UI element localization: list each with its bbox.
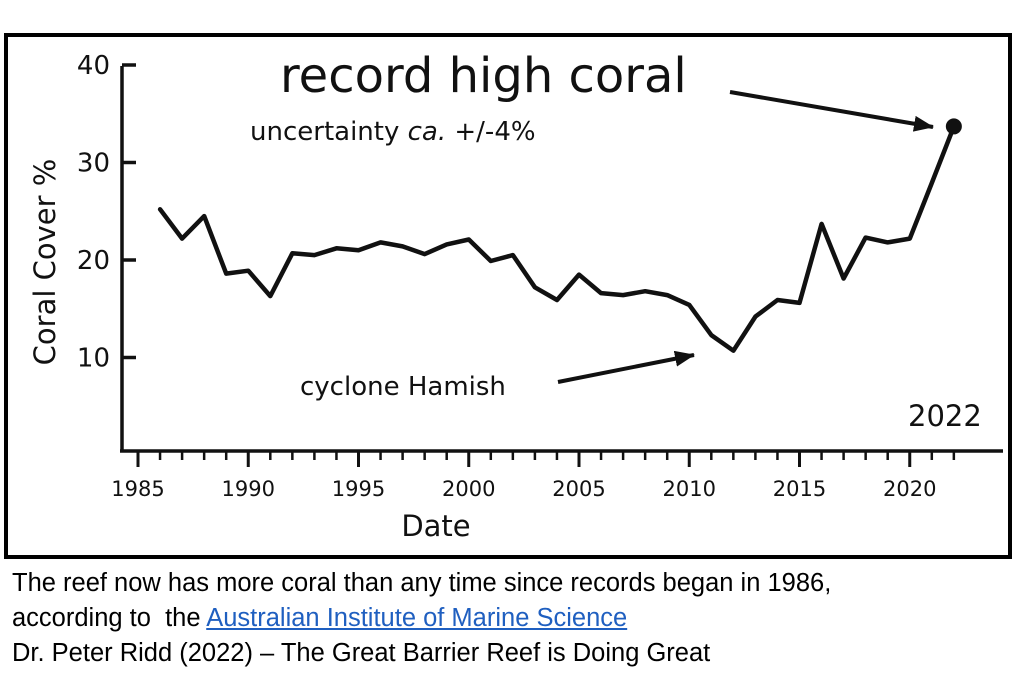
caption: The reef now has more coral than any tim… (12, 566, 1012, 671)
x-tick-label: 2020 (883, 477, 936, 501)
caption-line-2: according to the Australian Institute of… (12, 601, 1012, 636)
y-tick-label: 10 (77, 344, 110, 374)
y-tick-label: 40 (77, 51, 110, 81)
coral-cover-chart: 1985 1990 1995 2000 2005 2010 2015 2020 10 20 30 40… (28, 48, 1003, 543)
x-tick-label: 2000 (442, 477, 495, 501)
x-tick-label: 2015 (773, 477, 826, 501)
coral-cover-line (157, 124, 957, 353)
x-axis-title: Date (401, 509, 470, 543)
caption-line-3: Dr. Peter Ridd (2022) – The Great Barrie… (12, 639, 711, 667)
axis-tick-labels: 1985 1990 1995 2000 2005 2010 2015 2020 10 20 30 40 (77, 51, 937, 501)
annotation-year: 2022 (908, 399, 982, 433)
uncertainty-italic: ca. (408, 117, 447, 147)
x-tick-label: 1990 (222, 477, 275, 501)
axis-ticks (122, 63, 956, 467)
x-tick-label: 1985 (111, 477, 164, 501)
x-tick-label: 2005 (552, 477, 605, 501)
cyclone-arrow (557, 350, 695, 384)
chart-frame (4, 33, 1012, 559)
latest-data-point (945, 118, 962, 135)
caption-line-1: The reef now has more coral than any tim… (12, 569, 832, 597)
x-tick-label: 1995 (332, 477, 385, 501)
annotation-cyclone: cyclone Hamish (300, 372, 506, 402)
annotation-uncertainty: uncertainty ca. +/-4% (250, 117, 536, 147)
aims-link[interactable]: Australian Institute of Marine Science (206, 604, 628, 632)
x-tick-label: 2010 (663, 477, 716, 501)
uncertainty-suffix: +/-4% (446, 117, 535, 147)
y-tick-label: 20 (77, 246, 110, 276)
y-tick-label: 30 (77, 149, 110, 179)
caption-line-2-prefix: according to the (12, 604, 207, 632)
annotation-title: record high coral (280, 48, 687, 104)
uncertainty-prefix: uncertainty (250, 117, 408, 147)
y-axis-title: Coral Cover % (28, 159, 62, 366)
record-arrow (729, 90, 934, 132)
